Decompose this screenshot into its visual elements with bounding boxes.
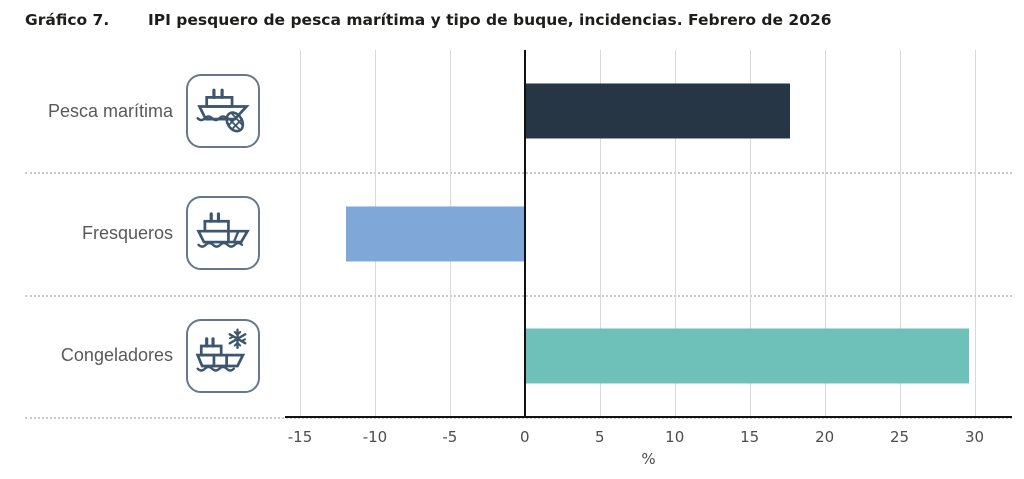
x-tick-label: 15 [740, 428, 760, 446]
figure-title: IPI pesquero de pesca marítima y tipo de… [148, 11, 832, 29]
x-axis-unit-label: % [641, 450, 656, 468]
category-row-congeladores: Congeladores [0, 295, 285, 417]
gridline [674, 50, 676, 417]
zero-axis-line [523, 50, 526, 417]
x-tick-label: 10 [665, 428, 685, 446]
category-label: Pesca marítima [47, 100, 173, 121]
x-tick-label: -5 [442, 428, 458, 446]
fresh-fish-vessel-icon [186, 196, 260, 271]
bar-chart: Pesca marítima [0, 50, 1024, 419]
bar-pesca-maritima [524, 83, 791, 139]
gridline [299, 50, 301, 417]
x-axis: % -15 -10 -5 0 5 10 15 20 25 30 [285, 417, 1012, 479]
gridline [749, 50, 751, 417]
x-tick-label: -10 [362, 428, 388, 446]
row-separator [25, 294, 1012, 297]
category-label: Congeladores [60, 345, 173, 366]
category-labels-column: Pesca marítima [0, 50, 285, 417]
figure-number-label: Gráfico 7. [25, 11, 110, 29]
x-tick-label: -15 [287, 428, 313, 446]
category-row-fresqueros: Fresqueros [0, 172, 285, 294]
bar-fresqueros [346, 205, 525, 262]
x-axis-line [285, 416, 1012, 418]
x-tick-label: 30 [964, 428, 985, 446]
gridline [599, 50, 601, 417]
gridline [824, 50, 826, 417]
row-separator [25, 172, 1012, 175]
snowflake-icon [228, 328, 247, 349]
figure-title-row: Gráfico 7. IPI pesquero de pesca marítima… [25, 11, 1015, 29]
x-tick-label: 25 [890, 428, 910, 446]
freezer-vessel-snowflake-icon [186, 318, 260, 393]
gridline [974, 50, 976, 417]
row-separator [25, 417, 1012, 419]
plot-area [285, 50, 1012, 418]
x-tick-label: 0 [520, 428, 530, 446]
bar-congeladores [524, 328, 969, 384]
category-row-pesca-maritima: Pesca marítima [0, 50, 285, 172]
gridline [899, 50, 901, 417]
category-label: Fresqueros [81, 222, 173, 243]
x-tick-label: 5 [595, 428, 605, 446]
x-tick-label: 20 [815, 428, 835, 446]
marine-fishing-vessel-with-net-icon [186, 74, 260, 149]
